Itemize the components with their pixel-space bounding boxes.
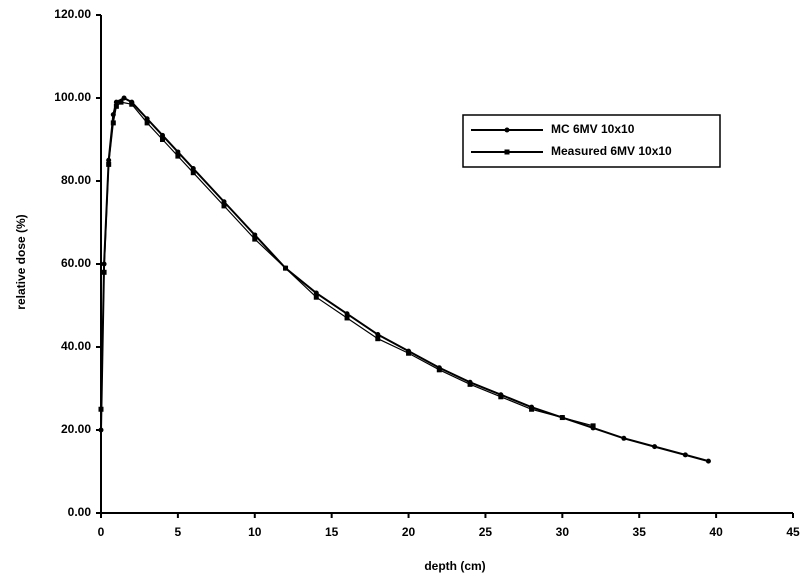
- legend-label: MC 6MV 10x10: [551, 122, 635, 136]
- data-point: [344, 311, 350, 317]
- data-point: [252, 236, 258, 242]
- data-point: [129, 101, 135, 107]
- data-point: [190, 170, 196, 176]
- data-point: [98, 406, 104, 412]
- y-tick-label: 80.00: [61, 173, 91, 187]
- data-point: [406, 350, 412, 356]
- data-point: [113, 103, 119, 109]
- y-tick-label: 60.00: [61, 256, 91, 270]
- data-point: [375, 336, 381, 342]
- data-point: [175, 153, 181, 159]
- legend-box: [462, 114, 721, 168]
- data-point: [98, 427, 104, 433]
- legend-marker: [504, 149, 510, 155]
- x-tick-label: 40: [709, 525, 723, 539]
- data-point: [467, 381, 473, 387]
- data-point: [118, 99, 124, 105]
- data-point: [705, 458, 711, 464]
- data-point: [498, 394, 504, 400]
- x-tick-label: 25: [479, 525, 493, 539]
- x-tick-label: 35: [633, 525, 647, 539]
- data-point: [113, 99, 119, 105]
- data-point: [144, 116, 150, 122]
- y-tick-label: 40.00: [61, 339, 91, 353]
- y-tick-label: 20.00: [61, 422, 91, 436]
- data-point: [652, 444, 658, 450]
- data-point: [160, 132, 166, 138]
- y-tick-label: 0.00: [68, 505, 92, 519]
- data-point: [283, 265, 289, 271]
- data-point: [344, 315, 350, 321]
- data-point: [621, 435, 627, 441]
- data-point: [160, 137, 166, 142]
- y-tick-label: 120.00: [54, 7, 91, 21]
- y-axis-label: relative dose (%): [14, 214, 28, 309]
- data-point: [144, 120, 150, 126]
- x-tick-label: 5: [175, 525, 182, 539]
- data-point: [221, 203, 227, 209]
- x-tick-label: 10: [248, 525, 262, 539]
- data-point: [190, 166, 196, 172]
- data-point: [590, 423, 596, 429]
- data-point: [313, 290, 319, 296]
- legend-label: Measured 6MV 10x10: [551, 144, 672, 158]
- y-tick-label: 100.00: [54, 90, 91, 104]
- data-point: [175, 149, 181, 155]
- x-axis-label: depth (cm): [424, 559, 485, 573]
- data-point: [313, 294, 319, 300]
- x-tick-label: 0: [98, 525, 105, 539]
- data-point: [110, 120, 116, 126]
- data-point: [436, 367, 442, 373]
- data-point: [559, 415, 565, 421]
- data-line: [100, 101, 594, 427]
- data-point: [101, 269, 107, 275]
- data-point: [106, 161, 112, 167]
- x-tick-label: 20: [402, 525, 416, 539]
- data-point: [529, 406, 535, 412]
- data-point: [221, 199, 227, 205]
- legend-marker: [504, 127, 510, 133]
- x-tick-label: 45: [786, 525, 800, 539]
- data-point: [682, 452, 688, 458]
- x-tick-label: 30: [556, 525, 570, 539]
- x-tick-label: 15: [325, 525, 339, 539]
- data-point: [121, 95, 127, 101]
- data-point: [375, 332, 381, 338]
- data-point: [252, 232, 258, 238]
